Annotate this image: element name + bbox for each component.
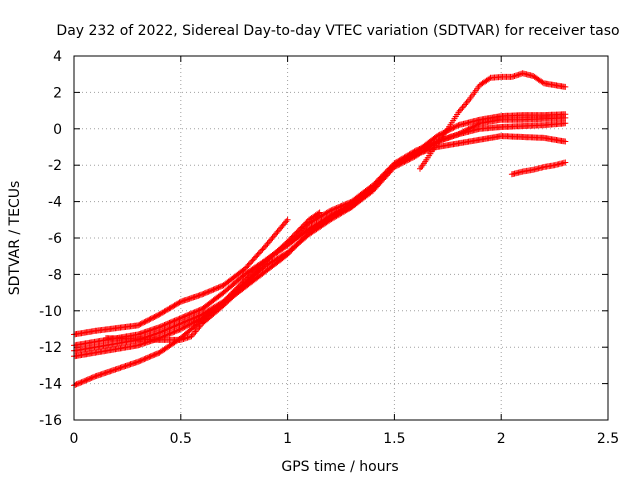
y-tick-label: -12	[39, 340, 62, 356]
y-tick-label: -2	[48, 158, 62, 174]
y-tick-label: 4	[53, 49, 62, 65]
y-tick-label: -10	[39, 304, 62, 320]
series-sat-h	[508, 159, 569, 178]
series-marks	[417, 70, 569, 172]
series-sat-f	[103, 209, 323, 343]
x-axis-title: GPS time / hours	[281, 459, 398, 475]
y-tick-label: 2	[53, 85, 62, 101]
y-tick-label: -14	[39, 377, 62, 393]
x-tick-label: 2.5	[597, 431, 619, 447]
x-tick-label: 2	[497, 431, 506, 447]
x-tick-label: 1.5	[383, 431, 405, 447]
series-sat-g	[417, 70, 569, 172]
x-tick-label: 1	[283, 431, 292, 447]
y-tick-label: -16	[39, 413, 62, 429]
series-marks	[103, 209, 323, 343]
plot-frame	[73, 55, 609, 421]
x-tick-label: 0.5	[170, 431, 192, 447]
x-tick-label: 0	[70, 431, 79, 447]
series-marks	[508, 159, 569, 178]
y-tick-label: 0	[53, 122, 62, 138]
y-tick-label: -6	[48, 231, 62, 247]
y-tick-label: -4	[48, 195, 62, 211]
y-axis-title: SDTVAR / TECUs	[7, 181, 23, 296]
y-tick-label: -8	[48, 267, 62, 283]
chart-title: Day 232 of 2022, Sidereal Day-to-day VTE…	[56, 23, 619, 39]
